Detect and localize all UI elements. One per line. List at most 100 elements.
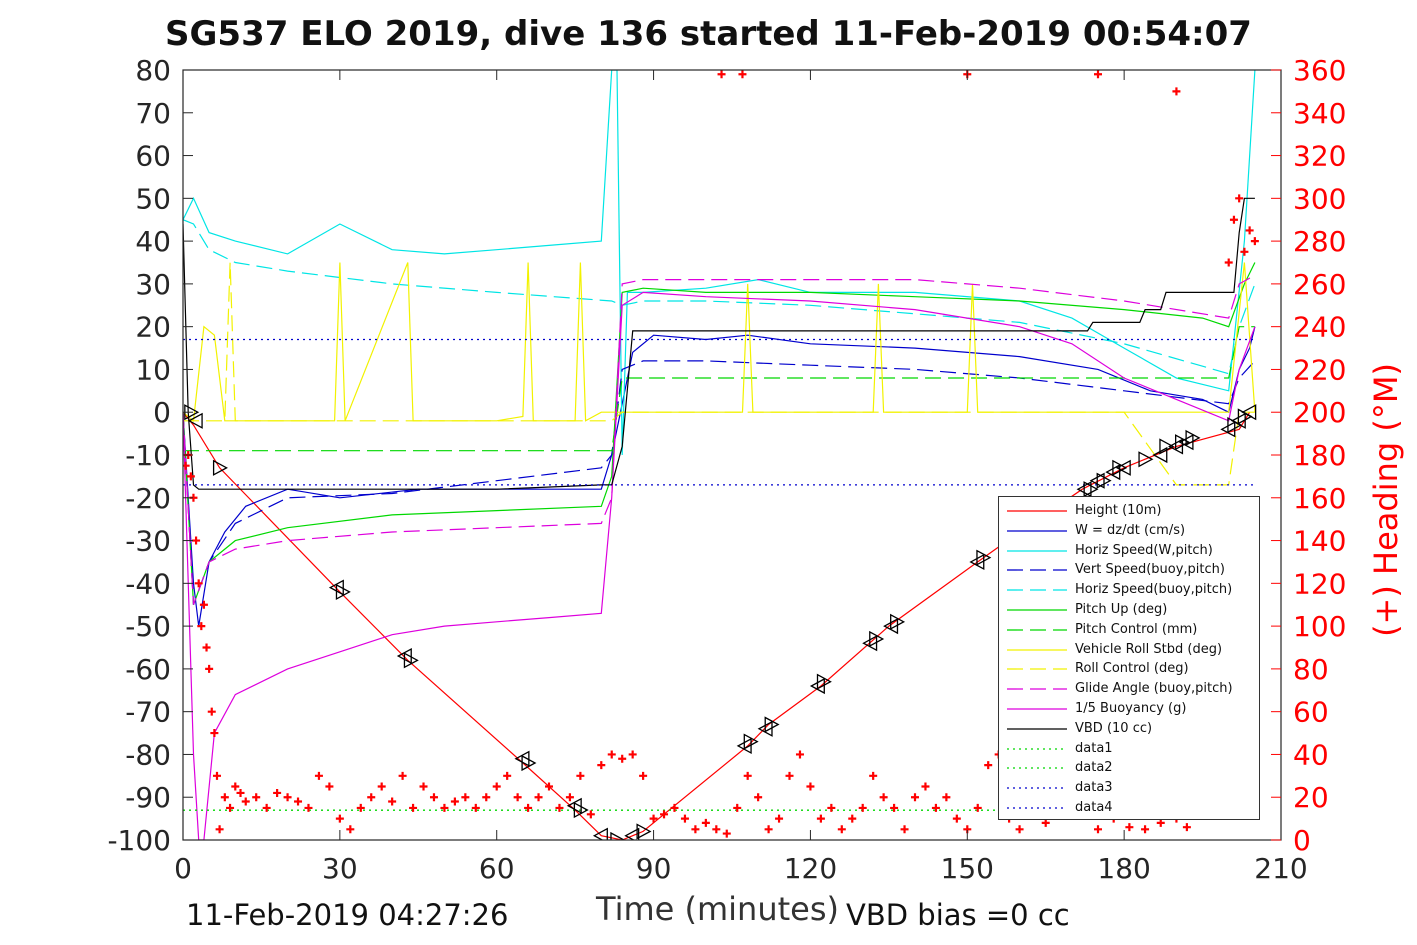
legend-label: Pitch Control (mm) xyxy=(1075,621,1198,637)
heading-point xyxy=(377,782,386,791)
heading-point xyxy=(1094,825,1102,834)
triangle-marker xyxy=(869,630,885,648)
triangle-marker xyxy=(1138,451,1154,468)
right-y-tick-label: 40 xyxy=(1293,738,1329,771)
heading-point xyxy=(534,793,543,802)
x-tick-label: 180 xyxy=(1097,852,1150,885)
y-tick-label: -40 xyxy=(125,567,171,600)
heading-point xyxy=(1156,818,1165,827)
heading-point xyxy=(186,472,195,481)
heading-point xyxy=(199,600,208,609)
series-line-pitch-control-mm xyxy=(183,326,1255,452)
legend-label: data1 xyxy=(1075,740,1113,756)
heading-point xyxy=(660,810,669,819)
y-tick-label: -50 xyxy=(125,610,171,643)
heading-point xyxy=(210,729,219,738)
heading-point xyxy=(911,793,919,802)
legend-swatch xyxy=(1007,708,1067,710)
heading-point xyxy=(649,814,658,823)
legend-label: Glide Angle (buoy,pitch) xyxy=(1075,681,1233,697)
y-tick-label: 60 xyxy=(135,140,171,173)
heading-point xyxy=(670,803,679,812)
right-y-tick-label: 320 xyxy=(1293,140,1346,173)
triangle-marker xyxy=(976,549,992,566)
legend-swatch xyxy=(1007,807,1067,809)
heading-point xyxy=(816,814,825,823)
heading-point xyxy=(450,797,459,806)
legend-swatch xyxy=(1007,589,1067,591)
heading-point xyxy=(576,771,585,780)
triangle-marker xyxy=(521,754,537,772)
heading-point xyxy=(1229,215,1238,224)
triangle-marker xyxy=(1159,438,1175,455)
right-y-tick-label: 120 xyxy=(1293,567,1346,600)
triangle-marker xyxy=(764,716,780,733)
y-tick-label: 70 xyxy=(135,97,171,130)
heading-point xyxy=(639,771,648,780)
legend-item-w-dz-dt-cm-s: W = dz/dt (cm/s) xyxy=(999,521,1259,541)
x-tick-label: 120 xyxy=(784,852,837,885)
right-y-tick-label: 180 xyxy=(1293,439,1346,472)
heading-point xyxy=(262,803,271,812)
heading-point xyxy=(205,664,214,673)
legend-item-1-5-buoyancy-g: 1/5 Buoyancy (g) xyxy=(999,699,1259,719)
heading-point xyxy=(952,814,961,823)
legend-label: Roll Control (deg) xyxy=(1075,661,1189,677)
triangle-marker xyxy=(1112,459,1128,476)
triangle-marker xyxy=(1241,404,1257,421)
legend-label: data2 xyxy=(1075,760,1113,776)
triangle-marker xyxy=(890,613,906,630)
triangle-marker xyxy=(212,459,228,476)
heading-point xyxy=(409,803,418,812)
heading-point xyxy=(429,793,438,802)
heading-point xyxy=(555,803,564,812)
heading-point xyxy=(471,803,480,812)
triangle-marker xyxy=(1083,481,1099,498)
x-tick-label: 90 xyxy=(636,852,672,885)
heading-point xyxy=(743,771,752,780)
legend-label: Horiz Speed(W,pitch) xyxy=(1075,542,1213,558)
legend-item-pitch-control-mm: Pitch Control (mm) xyxy=(999,620,1259,640)
legend-item-data2: data2 xyxy=(999,758,1259,778)
right-y-tick-label: 200 xyxy=(1293,396,1346,429)
triangle-marker xyxy=(1096,472,1112,489)
legend-swatch xyxy=(1007,569,1067,572)
heading-point xyxy=(1015,825,1024,834)
legend-item-glide-angle-buoy-pitch: Glide Angle (buoy,pitch) xyxy=(999,679,1259,699)
legend-item-horiz-speed-buoy-pitch: Horiz Speed(buoy,pitch) xyxy=(999,580,1259,600)
y-tick-label: -10 xyxy=(125,439,171,472)
y-tick-label: 50 xyxy=(135,182,171,215)
heading-point xyxy=(1094,70,1102,79)
heading-point xyxy=(858,803,867,812)
series-line-pitch-up-deg xyxy=(183,262,1256,605)
legend-label: data3 xyxy=(1075,780,1113,796)
right-y-tick-label: 260 xyxy=(1293,268,1346,301)
heading-point xyxy=(388,797,397,806)
y-tick-label: 80 xyxy=(135,54,171,87)
y-tick-label: -90 xyxy=(125,781,171,814)
y-tick-label: -70 xyxy=(125,696,171,729)
heading-point xyxy=(197,622,206,631)
legend-swatch xyxy=(1007,767,1067,770)
right-y-tick-label: 300 xyxy=(1293,182,1346,215)
heading-point xyxy=(231,782,240,791)
legend-label: Vert Speed(buoy,pitch) xyxy=(1075,562,1225,578)
heading-point xyxy=(1235,194,1244,203)
triangle-marker xyxy=(335,583,351,600)
right-y-tick-label: 140 xyxy=(1293,525,1346,558)
heading-point xyxy=(1182,823,1191,832)
heading-point xyxy=(837,825,846,834)
triangle-marker xyxy=(573,801,589,819)
heading-point xyxy=(586,810,595,819)
series-line-height-10m xyxy=(183,411,1251,840)
legend-label: W = dz/dt (cm/s) xyxy=(1075,522,1186,538)
heading-point xyxy=(304,803,313,812)
y-tick-label: 10 xyxy=(135,353,171,386)
heading-point xyxy=(691,825,700,834)
triangle-marker xyxy=(592,827,608,840)
heading-point xyxy=(1141,825,1150,834)
triangle-marker xyxy=(743,733,759,750)
right-y-tick-label: 60 xyxy=(1293,696,1329,729)
heading-point xyxy=(984,761,993,770)
